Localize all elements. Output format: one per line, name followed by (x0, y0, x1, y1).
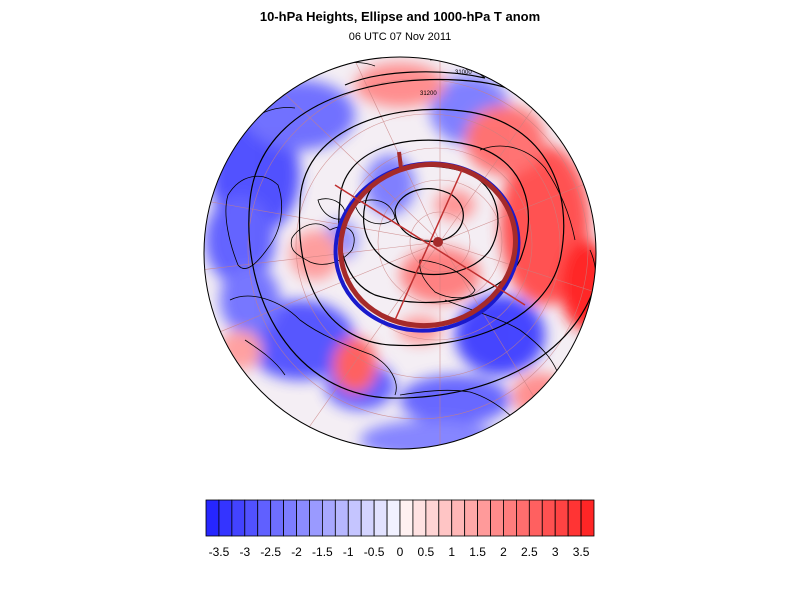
colorbar-tick-label: -1.5 (312, 545, 333, 559)
colorbar-swatch (451, 499, 466, 537)
colorbar-tick-label: 3.5 (573, 545, 590, 559)
contour-label: 31200 (420, 91, 437, 97)
globe-border (203, 56, 597, 450)
colorbar-swatch (218, 499, 233, 537)
colorbar-tick-label: 0.5 (418, 545, 435, 559)
colorbar-swatch (477, 499, 491, 537)
colorbar-swatch (231, 499, 246, 537)
colorbar-swatch (425, 499, 440, 537)
colorbar-tick-label: -0.5 (364, 545, 385, 559)
colorbar-swatch (567, 499, 582, 537)
colorbar-swatch (296, 499, 310, 537)
colorbar-swatch (386, 499, 401, 537)
map-subtitle: 06 UTC 07 Nov 2011 (348, 31, 452, 43)
colorbar-tick-label: 2.5 (521, 545, 538, 559)
colorbar-swatch (412, 499, 427, 537)
colorbar-tick-label: -1 (343, 545, 354, 559)
colorbar-swatch (283, 499, 297, 537)
colorbar-swatch (360, 499, 375, 537)
colorbar-swatch (438, 499, 453, 537)
colorbar-swatch (464, 499, 479, 537)
colorbar-swatch (554, 499, 569, 537)
colorbar-swatch (516, 499, 530, 537)
colorbar-tick-label: 2 (500, 545, 507, 559)
colorbar-swatch (399, 499, 414, 537)
map-title: 10-hPa Heights, Ellipse and 1000-hPa T a… (259, 9, 541, 24)
colorbar-tick-label: -3.5 (209, 545, 230, 559)
colorbar-swatch (541, 499, 556, 537)
contour-label: 31000 (455, 70, 472, 76)
colorbar-swatch (205, 499, 220, 537)
vortex-ellipse (333, 151, 526, 333)
colorbar-tick-label: -2.5 (260, 545, 281, 559)
colorbar-tick-label: -2 (291, 545, 302, 559)
colorbar-swatch (257, 499, 272, 537)
colorbar-swatch (373, 499, 388, 537)
colorbar-tick-label: 1 (448, 545, 455, 559)
colorbar-tick-label: 1.5 (469, 545, 486, 559)
colorbar-swatch (334, 499, 349, 537)
height-contours (248, 71, 596, 399)
colorbar-swatch (490, 499, 504, 537)
colorbar-tick-label: -3 (239, 545, 250, 559)
colorbar-swatch (347, 499, 362, 537)
colorbar-swatch (503, 499, 517, 537)
colorbar-swatch (309, 499, 323, 537)
colorbar-swatch (270, 499, 285, 537)
colorbar-swatch (580, 499, 595, 537)
colorbar-swatch (321, 499, 336, 537)
colorbar-tick-label: 0 (397, 545, 404, 559)
colorbar-tick-label: 3 (552, 545, 559, 559)
colorbar-swatch (244, 499, 259, 537)
colorbar-swatch (528, 499, 543, 537)
